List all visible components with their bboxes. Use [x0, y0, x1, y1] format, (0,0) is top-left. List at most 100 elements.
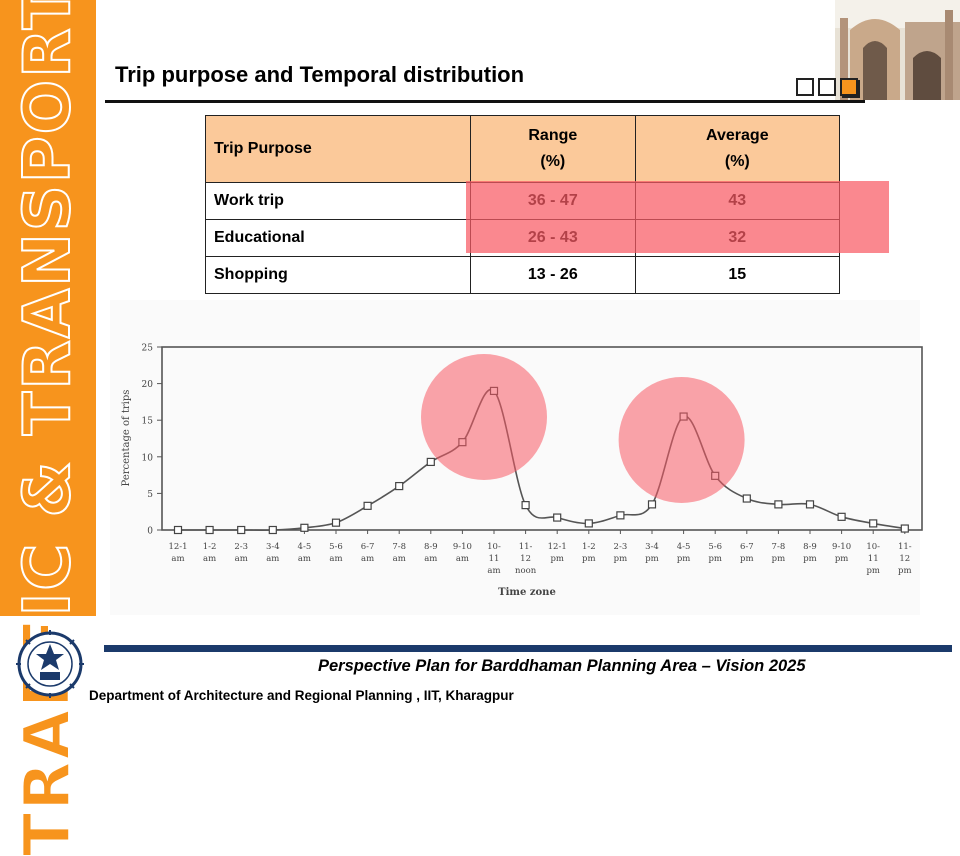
plot-frame: [161, 346, 923, 531]
x-tick-label: am: [171, 554, 184, 564]
title-divider: [105, 100, 865, 103]
x-tick-label: 9-10: [453, 542, 472, 552]
x-tick-label: am: [361, 554, 374, 564]
x-tick-label: pm: [582, 554, 596, 564]
morning-peak-highlight: [421, 354, 547, 480]
x-tick-label: 6-7: [361, 542, 375, 552]
x-tick-label: 4-5: [677, 542, 691, 552]
footer-divider: [104, 645, 952, 652]
temporal-distribution-chart: 0 5 10 15 20 25 Percentage of trips 12-1 am 1-2 am…: [121, 344, 923, 598]
x-tick-label: am: [203, 554, 216, 564]
x-tick-label: pm: [898, 566, 912, 576]
data-point: [584, 519, 593, 528]
x-tick-label: 5-6: [708, 542, 722, 552]
data-point: [331, 518, 341, 527]
data-point: [395, 481, 404, 491]
slide-title: Trip purpose and Temporal distribution: [115, 62, 525, 87]
x-tick-label: pm: [677, 554, 691, 564]
y-tick-label: 15: [142, 417, 154, 427]
cell-purpose: Educational: [205, 219, 471, 257]
square-icon: [796, 78, 814, 96]
data-point: [742, 494, 751, 503]
decorative-squares: [796, 78, 858, 96]
x-tick-label: 12: [899, 554, 910, 564]
cell-range: 13 - 26: [470, 256, 636, 294]
data-point: [553, 513, 562, 522]
square-filled-icon: [840, 78, 858, 96]
x-tick-label: 3-4: [645, 542, 659, 552]
data-point: [173, 525, 183, 535]
x-tick-label: pm: [835, 554, 849, 564]
x-tick-label: am: [456, 554, 469, 564]
x-tick-label: 8-9: [424, 542, 438, 552]
header-trip-purpose: Trip Purpose: [205, 115, 471, 183]
cell-purpose: Shopping: [205, 256, 471, 294]
x-tick-label: 1-2: [582, 542, 596, 552]
data-point: [647, 500, 657, 509]
square-icon: [818, 78, 836, 96]
x-tick-label: 12-1: [548, 542, 567, 552]
table-row: Shopping 13 - 26 15: [205, 256, 841, 294]
footer-title: Perspective Plan for Barddhaman Planning…: [318, 657, 806, 675]
data-point: [521, 501, 530, 510]
evening-peak-highlight: [618, 377, 745, 503]
y-tick-label: 25: [142, 344, 154, 354]
x-tick-label: 2-3: [614, 542, 628, 552]
building-photo: [835, 0, 960, 100]
x-tick-label: 11: [489, 554, 500, 564]
data-point: [426, 457, 435, 467]
x-tick-label: 11-: [519, 542, 533, 552]
x-tick-label: 6-7: [740, 542, 754, 552]
x-tick-label: 7-8: [772, 542, 786, 552]
side-banner: [0, 0, 96, 616]
x-tick-label: 8-9: [803, 542, 817, 552]
x-tick-label: 10-: [866, 542, 880, 552]
x-tick-label: pm: [645, 554, 659, 564]
data-point: [300, 523, 309, 532]
data-point: [363, 501, 372, 510]
x-tick-label: pm: [803, 554, 817, 564]
data-point: [837, 512, 846, 521]
x-tick-label: am: [424, 554, 437, 564]
x-tick-label: 1-2: [203, 542, 217, 552]
header-range: Range (%): [470, 115, 636, 183]
x-tick-label: 12-1: [168, 542, 187, 552]
x-tick-label: 2-3: [234, 542, 248, 552]
x-tick-label: 9-10: [832, 542, 851, 552]
x-tick-label: 3-4: [266, 542, 280, 552]
x-tick-label: 11: [868, 554, 879, 564]
x-axis-label: Time zone: [498, 587, 556, 598]
data-point: [774, 500, 783, 509]
data-point: [900, 524, 909, 533]
x-tick-label: 7-8: [392, 542, 406, 552]
x-tick-label: 4-5: [298, 542, 312, 552]
table-header-row: Trip Purpose Range (%) Average (%): [205, 115, 841, 183]
data-point: [237, 525, 246, 535]
y-tick-label: 10: [142, 453, 154, 463]
y-axis-label: Percentage of trips: [121, 390, 132, 487]
x-tick-label: pm: [550, 554, 564, 564]
x-tick-label: pm: [708, 554, 722, 564]
x-tick-label: pm: [740, 554, 754, 564]
data-point: [805, 500, 815, 509]
y-tick-label: 0: [147, 527, 153, 537]
x-tick-label: pm: [772, 554, 786, 564]
x-tick-label: 12: [520, 554, 531, 564]
x-tick-label: am: [266, 554, 279, 564]
data-point: [205, 525, 214, 535]
x-tick-label: pm: [866, 566, 880, 576]
x-tick-label: pm: [614, 554, 628, 564]
data-point: [616, 511, 625, 520]
data-point: [268, 525, 277, 535]
iit-logo: [16, 630, 84, 703]
x-tick-label: am: [235, 554, 248, 564]
x-tick-label: am: [487, 566, 500, 576]
cell-average: 15: [634, 256, 841, 294]
y-tick-label: 5: [147, 490, 153, 500]
x-tick-label: 10-: [487, 542, 501, 552]
data-point: [869, 519, 878, 528]
header-average: Average (%): [634, 115, 841, 183]
x-tick-label: am: [298, 554, 311, 564]
x-tick-label: 11-: [898, 542, 912, 552]
footer-department: Department of Architecture and Regional …: [89, 688, 514, 703]
